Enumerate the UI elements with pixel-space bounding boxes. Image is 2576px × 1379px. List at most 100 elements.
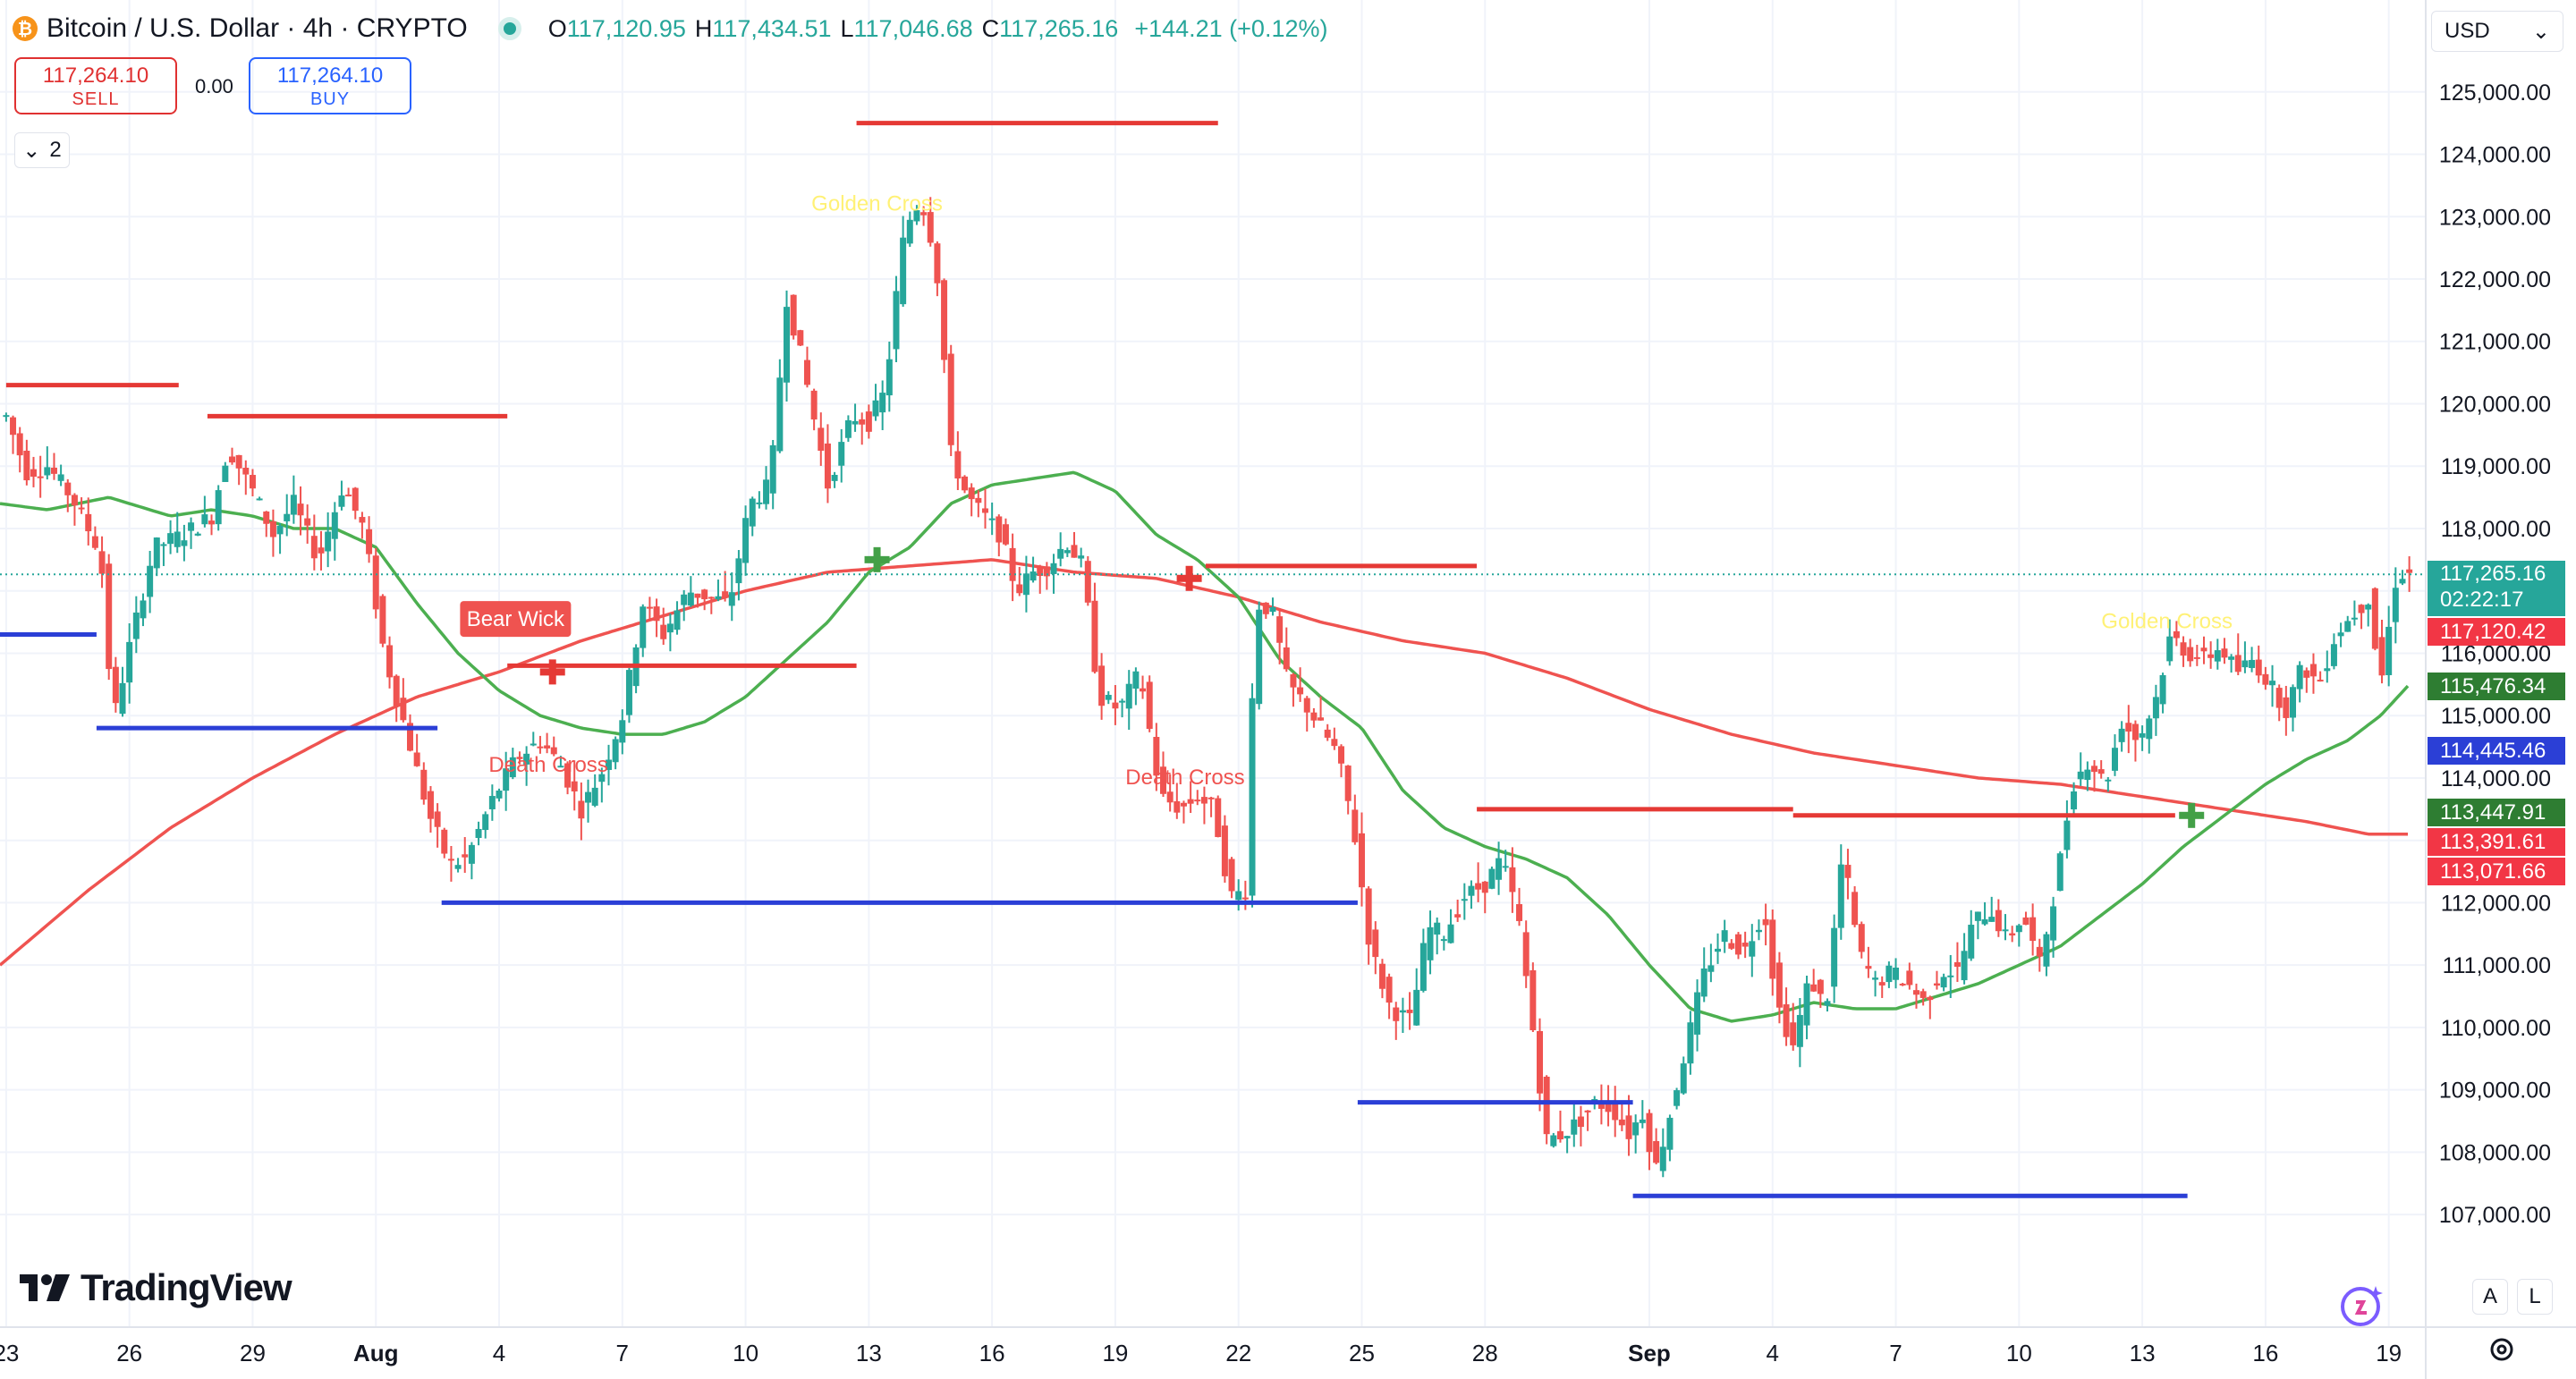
candle-body [1071,545,1078,558]
candle-body [612,739,619,763]
candle-body [1043,566,1050,577]
candle-body [1715,948,1722,952]
candle-body [1132,671,1140,690]
sell-label: SELL [72,89,120,109]
candle-body [2241,660,2249,668]
candle-body [222,465,229,482]
x-tick-label: 19 [2376,1340,2402,1366]
price-tag-value: 117,265.16 [2440,562,2546,587]
candle-body [1030,571,1037,581]
candle-body [78,507,85,510]
y-tick-label: 119,000.00 [2441,454,2551,479]
symbol-title[interactable]: Bitcoin / U.S. Dollar · 4h · CRYPTO [47,13,468,43]
cross-annotation: Death Cross [488,753,607,777]
candle-body [900,237,907,305]
candle-body [57,474,64,481]
candle-body [1783,1004,1790,1037]
candle-body [2097,769,2105,774]
price-axis[interactable]: 107,000.00 108,000.00 109,000.00 110,000.00… [2439,80,2551,1228]
candle-body [2152,697,2159,719]
cross-marker [548,659,556,685]
candle-body [50,467,57,474]
candle-body [1981,918,1988,925]
candle-body [1530,969,1537,1030]
x-tick-label: 4 [1767,1340,1779,1366]
candle-body [2009,933,2016,936]
candle-body [1338,746,1345,764]
y-tick-label: 124,000.00 [2439,143,2551,168]
ohlc-legend: O117,120.95 H117,434.51 L117,046.68 C117… [548,15,1328,43]
candle-body [934,243,941,283]
candle-body [1893,967,1900,980]
candle-body [1002,524,1009,545]
candle-body [1796,1014,1803,1047]
candle-body [1612,1103,1619,1121]
currency-select[interactable]: USD ⌄ [2431,11,2563,52]
buy-label: BUY [309,89,351,109]
close-key: C [981,14,1000,42]
candle-body [1112,702,1119,709]
candle-body [235,454,242,469]
tradingview-logo[interactable]: TradingView [20,1266,292,1309]
candle-body [2050,906,2057,941]
candle-body [2303,670,2310,678]
candle-body [803,360,810,385]
candle-body [1543,1076,1550,1135]
candle-body [1906,970,1913,986]
candle-body [1208,797,1215,799]
candle-body [1674,1090,1681,1106]
indicators-toggle[interactable]: ⌄ 2 [14,132,70,168]
candle-body [194,533,201,536]
sell-button[interactable]: 117,264.10 SELL [14,57,177,114]
candle-body [1125,683,1132,709]
candle-body [3,415,10,418]
candle-body [681,594,688,605]
candle-body [585,791,592,803]
settings-gear-icon[interactable] [2487,1334,2517,1365]
candle-body [981,508,988,513]
low-key: L [840,14,854,42]
candle-body [1256,609,1263,705]
candle-body [872,400,879,417]
candle-body [359,517,366,523]
candle-body [201,514,208,525]
candle-body [1597,1104,1605,1109]
sell-price: 117,264.10 [42,63,149,88]
candle-body [1790,1022,1797,1045]
candle-body [488,796,496,809]
candle-body [2371,588,2378,649]
price-tag-value: 113,391.61 [2440,830,2546,855]
candle-body [1050,563,1057,574]
x-tick-label: 10 [733,1340,758,1366]
tradingview-logo-icon [20,1274,70,1301]
candle-body [482,814,489,831]
candle-body [1509,867,1516,893]
symbol-header[interactable]: ₿ Bitcoin / U.S. Dollar · 4h · CRYPTO O1… [13,11,1327,47]
candle-body [1995,909,2002,932]
auto-scale-button[interactable]: A [2472,1279,2508,1315]
candle-body [1741,943,1749,947]
market-status-icon[interactable] [497,17,521,40]
x-tick-label: Sep [1628,1340,1671,1366]
indicator-count: 2 [49,138,62,162]
candle-body [215,490,222,525]
high-value: 117,434.51 [712,14,832,42]
buy-button[interactable]: 117,264.10 BUY [249,57,411,114]
log-scale-button[interactable]: L [2517,1279,2553,1315]
candle-body [2385,626,2393,675]
candle-body [106,563,113,670]
candle-body [1556,1130,1563,1140]
candle-body [1063,550,1071,554]
candle-body [1166,791,1174,803]
candle-body [2131,723,2139,740]
candle-body [1865,966,1872,969]
candle-body [1009,547,1016,581]
time-axis[interactable]: 23 26 29 Aug 4 7 10 13 16 19 22 25 28 Sep 4 7 10 13 16 19 [0,1340,2402,1366]
ai-spark-icon[interactable] [2336,1281,2385,1329]
candle-body [2029,917,2037,942]
chevron-down-icon: ⌄ [2531,19,2550,44]
candle-body [1646,1113,1653,1153]
candle-body [509,757,516,778]
candle-body [1824,1001,1831,1006]
